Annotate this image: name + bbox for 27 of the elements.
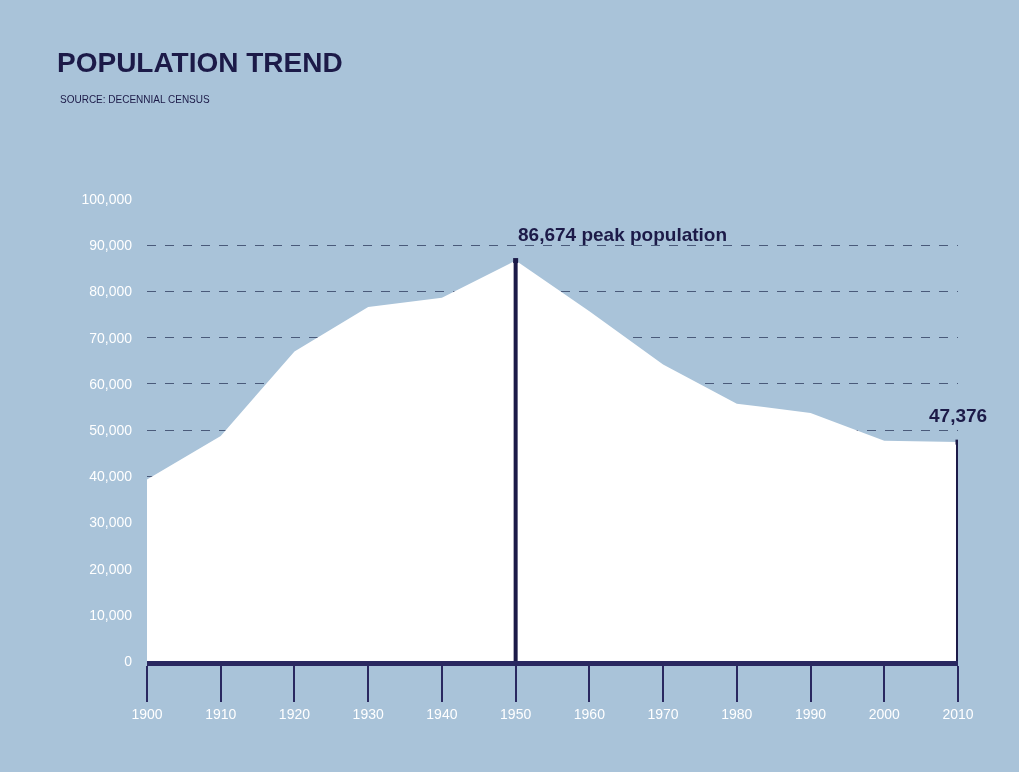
y-tick-label: 90,000 bbox=[89, 237, 133, 254]
x-tick-label: 1990 bbox=[794, 705, 827, 722]
y-tick-label: 100,000 bbox=[81, 190, 133, 207]
chart-subtitle: SOURCE: DECENNIAL CENSUS bbox=[60, 94, 210, 105]
y-tick-label: 80,000 bbox=[89, 283, 133, 300]
y-tick-label: 40,000 bbox=[89, 468, 133, 485]
y-tick-label: 60,000 bbox=[89, 375, 133, 392]
y-tick-label: 70,000 bbox=[89, 329, 133, 346]
x-tick-label: 1930 bbox=[352, 705, 384, 722]
x-tick-label: 1960 bbox=[573, 705, 606, 722]
y-tick-label: 50,000 bbox=[89, 421, 133, 438]
x-tick-label: 1980 bbox=[721, 705, 753, 722]
x-tick-label: 1920 bbox=[278, 705, 311, 722]
y-tick-label: 20,000 bbox=[89, 560, 133, 577]
y-tick-label: 10,000 bbox=[89, 606, 133, 623]
x-tick-label: 2000 bbox=[868, 705, 901, 722]
y-tick-label: 30,000 bbox=[89, 514, 133, 531]
annotation: 86,674 peak population bbox=[518, 224, 728, 245]
x-tick-label: 1970 bbox=[647, 705, 679, 722]
x-tick-label: 1940 bbox=[426, 705, 458, 722]
x-tick-label: 1950 bbox=[500, 705, 532, 722]
y-tick-label: 0 bbox=[124, 652, 133, 669]
x-tick-label: 1900 bbox=[131, 705, 163, 722]
x-tick-label: 2010 bbox=[942, 705, 974, 722]
chart-title: POPULATION TREND bbox=[57, 47, 343, 78]
annotation: 47,376 bbox=[929, 405, 988, 426]
x-tick-label: 1910 bbox=[205, 705, 237, 722]
